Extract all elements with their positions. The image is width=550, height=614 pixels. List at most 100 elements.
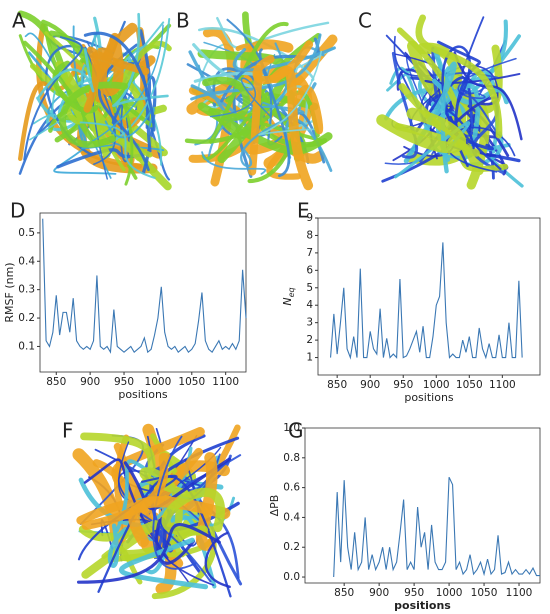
ribbon — [209, 77, 272, 118]
ribbon — [96, 22, 138, 96]
y-tick-label: 0.5 — [18, 227, 35, 239]
ribbon — [78, 520, 160, 579]
plot-frame — [39, 212, 247, 373]
y-tick-label: 5 — [306, 282, 313, 294]
panel-letter: A — [12, 9, 26, 33]
x-tick-label: 1000 — [436, 587, 463, 599]
ribbon — [152, 435, 197, 570]
ribbon — [123, 457, 232, 511]
ribbon — [252, 40, 314, 85]
y-tick-label: 0.4 — [283, 511, 300, 523]
ribbon — [112, 12, 169, 108]
x-tick-label: 900 — [360, 379, 380, 391]
x-tick-label: 1100 — [506, 587, 533, 599]
ribbon — [376, 107, 466, 154]
ribbon — [242, 98, 305, 115]
ribbon — [83, 31, 156, 132]
ribbon — [204, 531, 231, 588]
x-tick-label: 850 — [327, 379, 347, 391]
data-line — [42, 218, 247, 354]
y-tick-label: 1.0 — [283, 422, 300, 434]
ribbon — [202, 76, 251, 121]
y-tick-label: 7 — [306, 247, 313, 259]
y-tick-label: 2 — [306, 334, 313, 346]
y-tick-label: 0.2 — [18, 312, 35, 324]
x-tick-label: 950 — [114, 376, 134, 388]
x-tick-label: 900 — [369, 587, 389, 599]
x-tick-label: 950 — [404, 587, 424, 599]
x-axis-label: positions — [394, 599, 451, 612]
x-axis-label: positions — [404, 391, 454, 404]
ribbon — [23, 36, 83, 161]
ribbon — [128, 496, 231, 548]
y-tick-label: 0.0 — [283, 571, 300, 583]
ribbon — [76, 523, 221, 584]
ribbon — [436, 40, 481, 127]
ribbon — [201, 151, 266, 175]
ribbon — [111, 88, 134, 186]
y-axis-label: RMSF (nm) — [3, 262, 16, 322]
ribbon — [37, 48, 95, 98]
y-tick-label: 9 — [306, 212, 313, 224]
y-tick-label: 1 — [306, 352, 313, 364]
ribbon — [81, 24, 164, 150]
x-tick-label: 900 — [80, 376, 100, 388]
panel-letter: E — [297, 199, 310, 223]
x-tick-label: 1100 — [489, 379, 516, 391]
y-tick-label: 0.8 — [283, 452, 300, 464]
ribbon — [443, 108, 502, 171]
y-tick-label: 0.2 — [283, 541, 300, 553]
panel-letter: C — [358, 9, 372, 33]
protein-renderings — [17, 10, 524, 600]
ribbon — [120, 79, 130, 163]
ribbon — [293, 84, 324, 135]
y-axis-label-sub: eq — [287, 287, 296, 297]
y-tick-label: 4 — [306, 299, 313, 311]
data-line — [330, 242, 523, 360]
y-tick-label: 6 — [306, 264, 313, 276]
panel-letter: G — [288, 419, 304, 443]
ribbon — [184, 90, 320, 144]
plot-frame — [317, 217, 541, 376]
x-tick-label: 1000 — [145, 376, 172, 388]
ribbon — [98, 43, 150, 172]
ribbon — [97, 475, 232, 598]
x-tick-label: 950 — [393, 379, 413, 391]
y-tick-label: 0.6 — [283, 482, 300, 494]
ribbon — [195, 452, 218, 551]
ribbon — [41, 19, 154, 128]
panel-letter: F — [62, 419, 74, 443]
ribbon — [415, 14, 503, 139]
ribbon — [79, 121, 156, 179]
ribbon — [220, 37, 320, 103]
ribbon — [83, 46, 150, 113]
x-tick-label: 1000 — [423, 379, 450, 391]
plot-frame — [304, 427, 541, 584]
panel-letter: B — [176, 9, 190, 33]
y-axis-label: ΔPB — [268, 495, 281, 517]
x-tick-label: 850 — [334, 587, 354, 599]
ribbon — [208, 22, 289, 144]
data-line — [333, 476, 540, 578]
y-axis-label: Neq — [281, 287, 296, 305]
y-axis-label-main: N — [281, 297, 294, 305]
x-tick-label: 1050 — [471, 587, 498, 599]
ribbon — [104, 107, 155, 139]
y-tick-label: 0.4 — [18, 255, 35, 267]
ribbon — [161, 487, 225, 536]
panel-letter: D — [10, 199, 25, 223]
ribbon — [56, 148, 145, 169]
x-tick-label: 1050 — [456, 379, 483, 391]
y-tick-label: 3 — [306, 317, 313, 329]
x-tick-label: 850 — [46, 376, 66, 388]
ribbon — [258, 48, 291, 178]
x-tick-label: 1100 — [212, 376, 239, 388]
y-tick-label: 8 — [306, 229, 313, 241]
y-tick-label: 0.3 — [18, 284, 35, 296]
ribbon — [32, 64, 63, 125]
y-tick-label: 0.1 — [18, 340, 35, 352]
ribbon — [258, 50, 323, 136]
x-axis-label: positions — [118, 388, 168, 401]
